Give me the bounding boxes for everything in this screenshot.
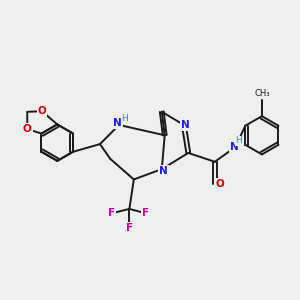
Text: F: F bbox=[142, 208, 149, 218]
Text: N: N bbox=[113, 118, 122, 128]
Text: F: F bbox=[126, 223, 133, 233]
Text: O: O bbox=[216, 179, 224, 189]
Text: N: N bbox=[159, 166, 168, 176]
Text: F: F bbox=[108, 208, 115, 218]
Text: N: N bbox=[181, 120, 190, 130]
Text: O: O bbox=[23, 124, 32, 134]
Text: O: O bbox=[38, 106, 46, 116]
Text: N: N bbox=[230, 142, 238, 152]
Text: H: H bbox=[121, 114, 128, 123]
Text: CH₃: CH₃ bbox=[254, 89, 270, 98]
Text: H: H bbox=[236, 136, 242, 145]
